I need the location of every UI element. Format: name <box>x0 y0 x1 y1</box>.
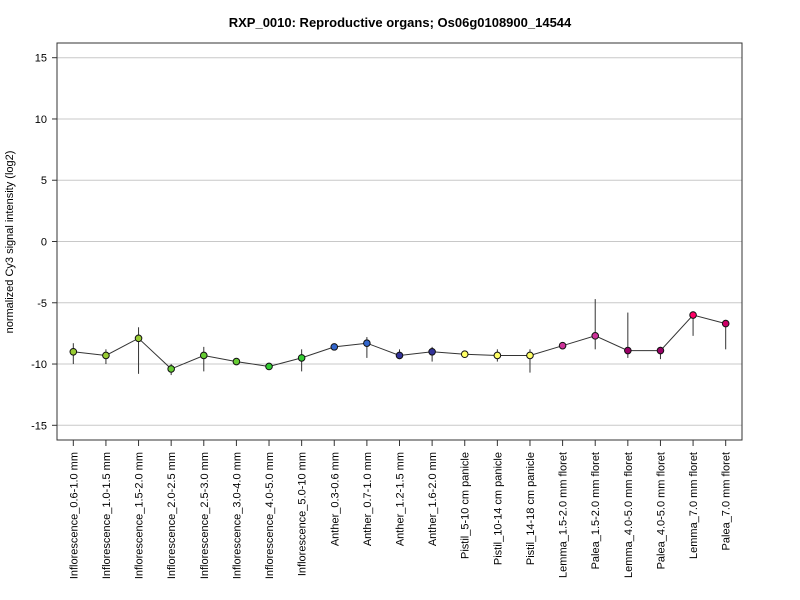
x-tick-label: Inflorescence_2.0-2.5 mm <box>166 452 178 579</box>
y-axis-title: normalized Cy3 signal intensity (log2) <box>4 151 16 334</box>
x-axis: Inflorescence_0.6-1.0 mm Inflorescence_1.… <box>68 440 733 579</box>
data-point <box>167 365 175 373</box>
y-tick-label: -5 <box>37 298 47 310</box>
data-point <box>526 351 534 360</box>
x-tick-label: Lemma_7.0 mm floret <box>688 452 700 559</box>
y-tick-label: -15 <box>31 420 47 432</box>
data-point <box>591 332 600 340</box>
data-point <box>493 351 502 360</box>
data-point <box>265 362 273 371</box>
data-point <box>460 350 469 359</box>
x-tick-label: Inflorescence_3.0-4.0 mm <box>231 452 243 579</box>
data-point <box>689 311 697 319</box>
data-point <box>395 351 404 360</box>
data-point <box>199 351 208 360</box>
x-tick-label: Lemma_1.5-2.0 mm floret <box>558 452 570 578</box>
y-tick-label: -10 <box>31 359 47 371</box>
x-tick-label: Palea_1.5-2.0 mm floret <box>590 452 602 569</box>
x-tick-label: Inflorescence_2.5-3.0 mm <box>199 452 211 579</box>
x-tick-label: Inflorescence_0.6-1.0 mm <box>68 452 80 579</box>
x-tick-label: Anther_0.3-0.6 mm <box>329 452 341 546</box>
x-tick-label: Inflorescence_4.0-5.0 mm <box>264 452 276 579</box>
x-tick-label: Pistil_14-18 cm panicle <box>525 452 537 565</box>
x-tick-label: Pistil_5-10 cm panicle <box>460 452 472 559</box>
data-point <box>428 347 436 356</box>
y-tick-label: 10 <box>35 114 47 126</box>
x-tick-label: Inflorescence_1.5-2.0 mm <box>134 452 146 579</box>
x-tick-label: Anther_1.2-1.5 mm <box>395 452 407 546</box>
y-tick-label: 5 <box>41 175 47 187</box>
data-point <box>102 351 110 360</box>
data-point <box>363 339 371 348</box>
y-tick-label: 0 <box>41 237 47 249</box>
x-tick-label: Palea_7.0 mm floret <box>721 452 733 550</box>
y-tick-label: 15 <box>35 53 47 65</box>
data-point <box>721 319 730 328</box>
data-point <box>297 354 306 362</box>
data-point <box>624 346 632 355</box>
data-point <box>69 347 78 356</box>
y-axis: 15 10 5 0 -5 -10 -15 <box>31 53 57 432</box>
x-tick-label: Inflorescence_5.0-10 mm <box>297 452 309 576</box>
x-tick-label: Pistil_10-14 cm panicle <box>492 452 504 565</box>
data-point <box>558 341 567 350</box>
data-point <box>232 357 241 366</box>
data-point <box>656 346 665 355</box>
x-tick-label: Anther_0.7-1.0 mm <box>362 452 374 546</box>
chart-title: RXP_0010: Reproductive organs; Os06g0108… <box>229 15 572 30</box>
gridlines <box>57 57 742 426</box>
x-tick-label: Inflorescence_1.0-1.5 mm <box>101 452 113 579</box>
x-tick-label: Anther_1.6-2.0 mm <box>427 452 439 546</box>
x-tick-label: Palea_4.0-5.0 mm floret <box>655 452 667 569</box>
data-point <box>134 334 143 343</box>
x-tick-label: Lemma_4.0-5.0 mm floret <box>623 452 635 578</box>
data-point <box>330 343 339 351</box>
data-points <box>69 311 730 373</box>
